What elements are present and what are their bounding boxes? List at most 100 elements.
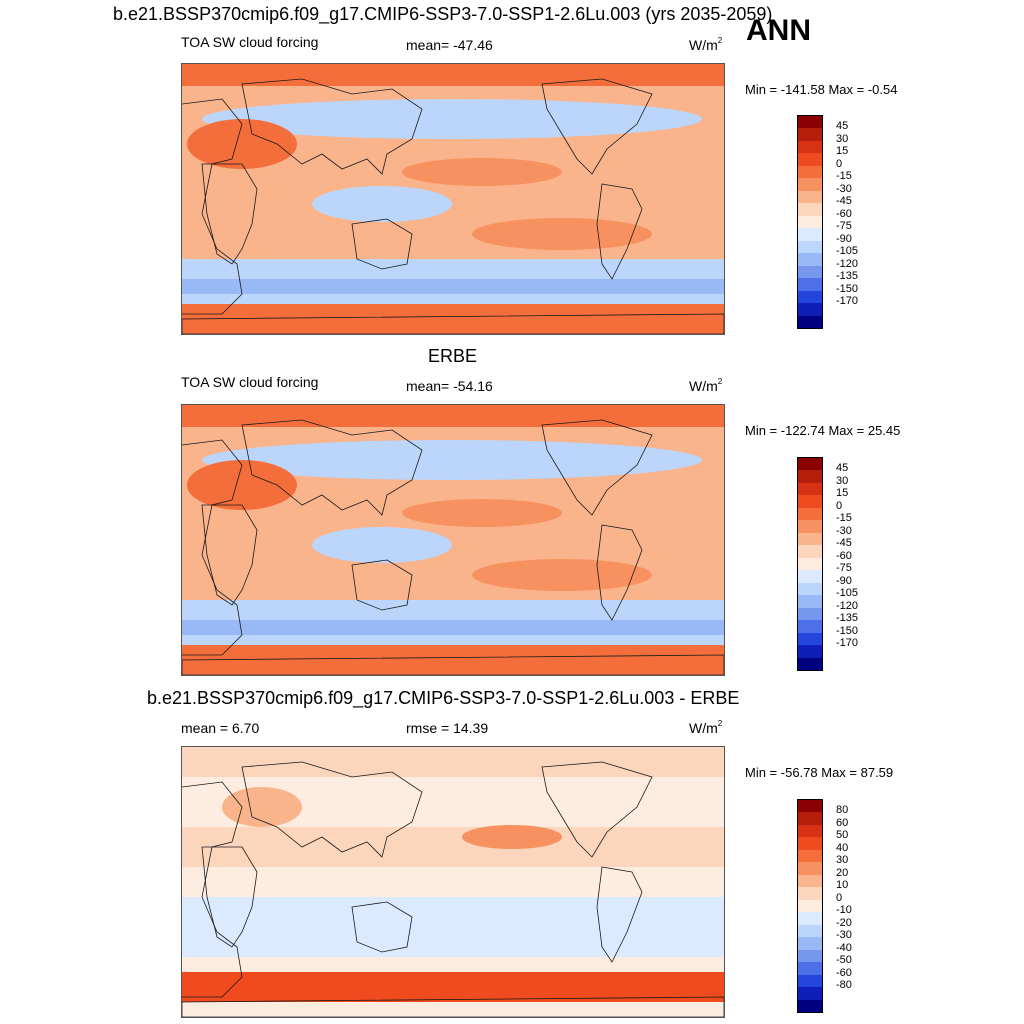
colorbar-tick-label: -45 <box>836 537 852 550</box>
colorbar-tick-label: -120 <box>836 599 859 612</box>
colorbar-labels: 45 30 15 0 -15 -30 -45 -60 -75 -90 -105 -120 -135 -15… <box>836 115 876 327</box>
colorbar-tick-label: -90 <box>836 574 852 587</box>
units-label: W/m2 <box>689 377 723 394</box>
colorbar-swatch <box>798 899 822 913</box>
units-label: W/m2 <box>689 36 723 53</box>
colorbar-tick-label: -150 <box>836 624 859 637</box>
map-field <box>182 64 724 334</box>
panel-title: ERBE <box>428 346 478 366</box>
colorbar-swatch <box>798 178 822 191</box>
colorbar-tick-label: -30 <box>836 182 852 195</box>
minmax-label: Min = -122.74 Max = 25.45 <box>745 423 901 438</box>
mean-label: mean= -54.16 <box>406 378 493 394</box>
colorbar-swatch <box>798 570 822 583</box>
colorbar-swatch <box>798 278 822 291</box>
colorbar-tick-label: 15 <box>836 487 849 500</box>
colorbar-tick-label: 30 <box>836 132 849 145</box>
colorbar-tick-label: -15 <box>836 170 852 183</box>
colorbar-tick-label: -20 <box>836 916 852 929</box>
colorbar-swatch <box>798 824 822 838</box>
colorbar-tick-label: -105 <box>836 245 859 258</box>
season-label: ANN <box>746 14 811 47</box>
colorbar-swatch <box>798 128 822 141</box>
colorbar-swatch <box>798 937 822 950</box>
map-plot <box>181 63 725 335</box>
minmax-label: Min = -141.58 Max = -0.54 <box>745 82 898 97</box>
colorbar-swatch <box>798 620 822 633</box>
colorbar-tick-label: -15 <box>836 512 852 525</box>
colorbar-swatch <box>798 974 822 988</box>
colorbar-swatch <box>798 607 822 621</box>
colorbar-tick-label: 0 <box>836 891 843 904</box>
colorbar-swatch <box>798 215 822 229</box>
colorbar-labels: 80 60 50 40 30 20 10 0 -10 -20 -30 -40 -50 -60 -80 <box>836 799 876 1011</box>
colorbar-tick-label: 20 <box>836 866 849 879</box>
colorbar-swatch <box>798 240 822 254</box>
colorbar-swatch <box>798 470 822 483</box>
colorbar-swatch <box>798 849 822 863</box>
map-field <box>182 405 724 675</box>
colorbar-tick-label: -80 <box>836 979 852 992</box>
map-field <box>182 747 724 1017</box>
mean-label: mean = 6.70 <box>181 720 260 736</box>
colorbar-swatch <box>798 303 822 316</box>
colorbar-swatch <box>798 507 822 521</box>
colorbar-swatch <box>798 800 822 813</box>
panel-title: b.e21.BSSP370cmip6.f09_g17.CMIP6-SSP3-7.… <box>113 4 773 24</box>
colorbar-swatch <box>798 203 822 216</box>
colorbar-tick-label: 45 <box>836 462 849 475</box>
colorbar-tick-label: 50 <box>836 829 849 842</box>
variable-label: TOA SW cloud forcing <box>181 374 319 390</box>
colorbar-swatch <box>798 645 822 658</box>
colorbar-tick-label: 30 <box>836 474 849 487</box>
colorbar-tick-label: -60 <box>836 549 852 562</box>
colorbar-tick-label: -45 <box>836 195 852 208</box>
colorbar-swatch <box>798 532 822 546</box>
units-label: W/m2 <box>689 719 723 736</box>
colorbar-swatch <box>798 887 822 900</box>
colorbar-tick-label: 15 <box>836 145 849 158</box>
colorbar-swatch <box>798 153 822 166</box>
colorbar-tick-label: 40 <box>836 841 849 854</box>
colorbar-tick-label: -40 <box>836 941 852 954</box>
colorbar-tick-label: -135 <box>836 612 859 625</box>
colorbar <box>797 115 823 329</box>
colorbar-swatch <box>798 190 822 204</box>
colorbar-tick-label: -60 <box>836 966 852 979</box>
map-plot <box>181 404 725 676</box>
colorbar-tick-label: -170 <box>836 637 859 650</box>
colorbar-tick-label: 45 <box>836 120 849 133</box>
colorbar-swatch <box>798 862 822 875</box>
colorbar-tick-label: 0 <box>836 157 843 170</box>
colorbar-swatch <box>798 228 822 241</box>
colorbar-swatch <box>798 557 822 571</box>
map-plot <box>181 746 725 1018</box>
colorbar-tick-label: -150 <box>836 282 859 295</box>
minmax-label: Min = -56.78 Max = 87.59 <box>745 765 894 780</box>
colorbar-tick-label: -135 <box>836 270 859 283</box>
colorbar-swatch <box>798 837 822 850</box>
colorbar-swatch <box>798 140 822 154</box>
colorbar-tick-label: -75 <box>836 220 852 233</box>
variable-label: TOA SW cloud forcing <box>181 34 319 50</box>
colorbar-swatch <box>798 116 822 129</box>
colorbar-tick-label: -60 <box>836 207 852 220</box>
colorbar-tick-label: 0 <box>836 499 843 512</box>
mean-label: mean= -47.46 <box>406 37 493 53</box>
colorbar-swatch <box>798 962 822 975</box>
colorbar-swatch <box>798 165 822 179</box>
colorbar-tick-label: 10 <box>836 879 849 892</box>
colorbar-tick-label: 80 <box>836 804 849 817</box>
colorbar-swatch <box>798 812 822 825</box>
colorbar-swatch <box>798 253 822 266</box>
colorbar-tick-label: -105 <box>836 587 859 600</box>
colorbar-labels: 45 30 15 0 -15 -30 -45 -60 -75 -90 -105 -120 -135 -15… <box>836 457 876 669</box>
colorbar-swatch <box>798 458 822 471</box>
colorbar-swatch <box>798 290 822 304</box>
colorbar-swatch <box>798 912 822 925</box>
colorbar <box>797 457 823 671</box>
colorbar-swatch <box>798 482 822 496</box>
colorbar-tick-label: -50 <box>836 954 852 967</box>
colorbar-swatch <box>798 632 822 646</box>
colorbar-tick-label: -30 <box>836 524 852 537</box>
